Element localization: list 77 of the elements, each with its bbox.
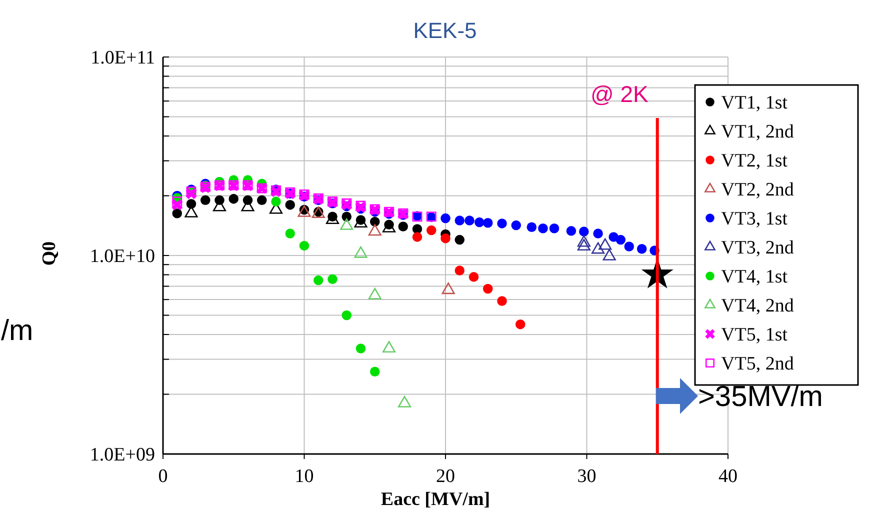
x-tick-label: 10 [294, 466, 314, 487]
chart-title: KEK-5 [413, 18, 477, 43]
point [577, 235, 590, 247]
point [398, 396, 412, 408]
point [592, 242, 605, 254]
y-tick-label: 1.0E+09 [90, 444, 155, 466]
point [440, 233, 450, 244]
point [172, 196, 182, 207]
point [285, 200, 296, 210]
point [328, 274, 338, 284]
x-tick-label: 20 [436, 466, 455, 487]
point [356, 344, 366, 354]
y-tick-label: 1.0E+10 [90, 246, 155, 268]
point [464, 216, 474, 226]
point [228, 194, 239, 204]
point [313, 275, 324, 286]
point [497, 296, 507, 306]
x-tick-label: 30 [577, 466, 596, 487]
point [412, 224, 422, 234]
point [412, 232, 422, 242]
point [398, 222, 408, 232]
x-tick-label: 0 [158, 466, 168, 487]
point [186, 199, 196, 209]
point [370, 366, 380, 377]
point [566, 226, 576, 236]
point [454, 234, 465, 245]
point [497, 218, 507, 228]
point [526, 222, 537, 232]
point [200, 195, 210, 206]
legend-label: VT3, 2nd [721, 238, 794, 259]
legend-label: VT2, 1st [721, 150, 788, 172]
point [482, 218, 493, 228]
legend-label: VT4, 1st [721, 266, 788, 288]
legend-label: VT3, 1st [721, 208, 788, 230]
point [474, 217, 484, 228]
y-tick-label: 1.0E+11 [90, 48, 155, 69]
point [285, 228, 296, 238]
ref-line-label: @ 2K [590, 81, 650, 107]
point [482, 284, 493, 294]
point [382, 341, 396, 353]
point [616, 234, 626, 245]
point [442, 282, 455, 294]
point [370, 216, 380, 227]
legend-label: VT1, 1st [721, 92, 788, 114]
legend-label: VT1, 2nd [721, 122, 794, 143]
point [256, 195, 267, 206]
point [271, 196, 281, 206]
point [636, 244, 647, 254]
point [354, 246, 368, 258]
point [299, 240, 310, 251]
annotation: >35MV/m [698, 381, 823, 414]
point [515, 319, 526, 330]
point [577, 239, 590, 251]
legend-label: VT5, 2nd [721, 354, 794, 375]
point [579, 226, 589, 236]
point [593, 228, 603, 238]
point [538, 223, 548, 234]
legend-label: VT5, 1st [721, 324, 788, 346]
point [454, 216, 465, 226]
text: /m [1, 315, 34, 348]
x-axis-title: Eacc [MV/m] [380, 489, 490, 510]
point [342, 310, 352, 320]
point [598, 238, 612, 250]
point [440, 213, 450, 224]
point [468, 272, 479, 282]
point [426, 225, 436, 236]
x-tick-label: 40 [718, 466, 738, 487]
point [624, 242, 634, 252]
point [368, 224, 382, 236]
legend-label: VT2, 2nd [721, 180, 794, 201]
y-axis-title: Q0 [39, 241, 60, 266]
point [172, 208, 182, 218]
point [549, 223, 560, 234]
legend-label: VT4, 2nd [721, 296, 794, 317]
point [511, 220, 522, 230]
point [454, 266, 465, 276]
point [368, 288, 382, 300]
